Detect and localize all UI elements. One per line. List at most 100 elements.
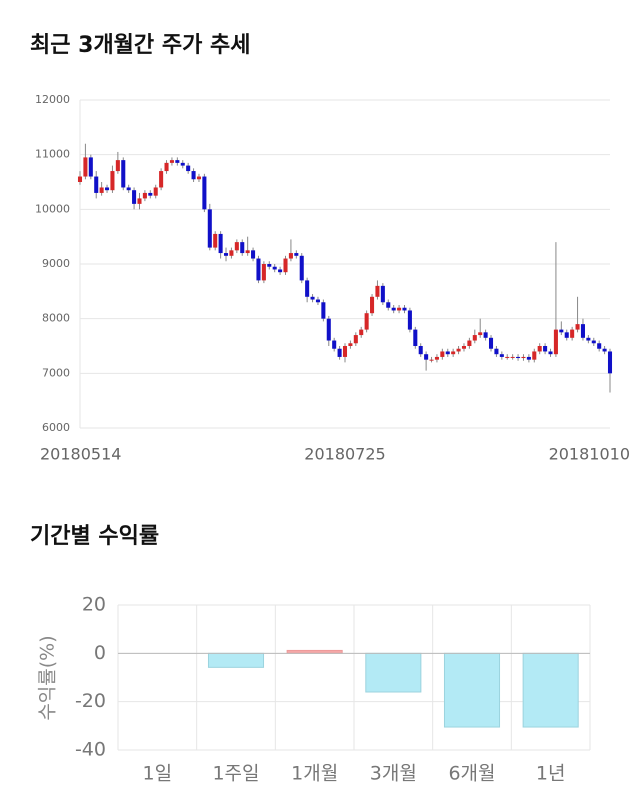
- candle-body: [142, 192, 147, 199]
- candle-body: [115, 160, 120, 172]
- y-tick-label: 0: [94, 642, 106, 664]
- candle-body: [186, 165, 191, 172]
- candle-body: [391, 307, 396, 311]
- candle-body: [359, 329, 364, 336]
- y-tick-label: 10000: [35, 202, 70, 215]
- candle-body: [456, 348, 461, 352]
- x-tick-label: 3개월: [370, 763, 417, 785]
- candle-body: [494, 348, 499, 355]
- candle-body: [245, 250, 250, 254]
- x-tick-label: 20180725: [304, 445, 385, 464]
- candle-body: [240, 242, 245, 254]
- candle-body: [505, 356, 510, 358]
- candle-body: [413, 329, 418, 346]
- candle-body: [467, 340, 472, 346]
- section-title: 최근 3개월간 주가 추세: [30, 33, 250, 58]
- candle-body: [132, 190, 137, 204]
- candle-body: [164, 162, 169, 172]
- candle-body: [110, 171, 115, 191]
- candle-body: [402, 307, 407, 311]
- candle-body: [348, 343, 353, 346]
- candle-body: [564, 332, 569, 338]
- y-tick-label: -20: [75, 690, 106, 712]
- candle-body: [321, 302, 326, 319]
- candle-body: [537, 346, 542, 352]
- candle-body: [326, 318, 331, 341]
- bar: [365, 652, 422, 693]
- candle-body: [418, 346, 423, 355]
- candle-body: [288, 253, 293, 259]
- candle-body: [559, 329, 564, 333]
- candle-body: [521, 356, 526, 359]
- candle-body: [88, 157, 93, 177]
- x-tick-label: 1일: [143, 763, 173, 785]
- section-title: 기간별 수익률: [30, 524, 159, 549]
- candle-body: [516, 356, 521, 359]
- candle-body: [299, 255, 304, 281]
- candle-body: [370, 296, 375, 314]
- candle-body: [175, 160, 180, 163]
- x-tick-label: 1개월: [291, 763, 338, 785]
- candle-body: [169, 160, 174, 163]
- bar: [522, 652, 579, 728]
- candle-body: [305, 280, 310, 297]
- candle-body: [597, 343, 602, 349]
- candle-body: [278, 269, 283, 273]
- y-tick-label: 9000: [42, 257, 70, 270]
- candle-body: [207, 209, 212, 248]
- y-tick-label: 20: [82, 594, 106, 616]
- candle-body: [153, 187, 158, 196]
- candle-body: [180, 162, 185, 166]
- candle-body: [407, 310, 412, 330]
- candle-body: [83, 157, 88, 177]
- candle-body: [580, 324, 585, 338]
- candle-body: [499, 354, 504, 357]
- candle-body: [532, 351, 537, 360]
- candle-body: [429, 359, 434, 361]
- candle-body: [310, 296, 315, 300]
- candle-body: [315, 299, 320, 303]
- candle-body: [196, 176, 202, 180]
- candle-body: [159, 171, 164, 188]
- candle-body: [440, 351, 445, 357]
- candle-body: [218, 233, 223, 254]
- candle-body: [337, 348, 342, 357]
- candle-body: [472, 335, 477, 341]
- candle-body: [229, 250, 234, 256]
- candle-body: [553, 329, 558, 355]
- candle-body: [424, 354, 429, 360]
- y-tick-label: -40: [75, 739, 106, 761]
- candle-body: [591, 340, 596, 344]
- candle-body: [202, 176, 207, 210]
- candle-body: [77, 176, 83, 182]
- x-tick-label: 20180514: [40, 445, 121, 464]
- y-tick-label: 7000: [42, 366, 70, 379]
- candle-body: [126, 187, 131, 191]
- y-tick-label: 11000: [35, 148, 70, 161]
- candle-body: [223, 253, 229, 256]
- candle-body: [261, 264, 266, 281]
- candle-body: [294, 253, 299, 256]
- y-tick-label: 6000: [42, 421, 70, 434]
- candle-body: [105, 187, 110, 191]
- candle-body: [234, 242, 239, 251]
- candle-body: [386, 302, 391, 308]
- candle-body: [213, 233, 218, 248]
- candle-body: [191, 171, 196, 180]
- candle-body: [375, 285, 380, 297]
- candle-body: [548, 351, 553, 355]
- candle-body: [461, 346, 467, 349]
- x-tick-label: 1년: [536, 763, 566, 785]
- candle-body: [137, 198, 142, 204]
- candle-body: [332, 340, 337, 349]
- candle-body: [607, 351, 613, 374]
- candle-body: [526, 356, 531, 360]
- candle-body: [397, 307, 402, 311]
- bar: [443, 652, 501, 728]
- candle-body: [434, 356, 439, 360]
- candle-body: [543, 346, 548, 352]
- candle-body: [575, 324, 580, 330]
- candle-body: [283, 258, 288, 273]
- y-tick-label: 8000: [42, 312, 70, 325]
- candle-body: [483, 332, 488, 338]
